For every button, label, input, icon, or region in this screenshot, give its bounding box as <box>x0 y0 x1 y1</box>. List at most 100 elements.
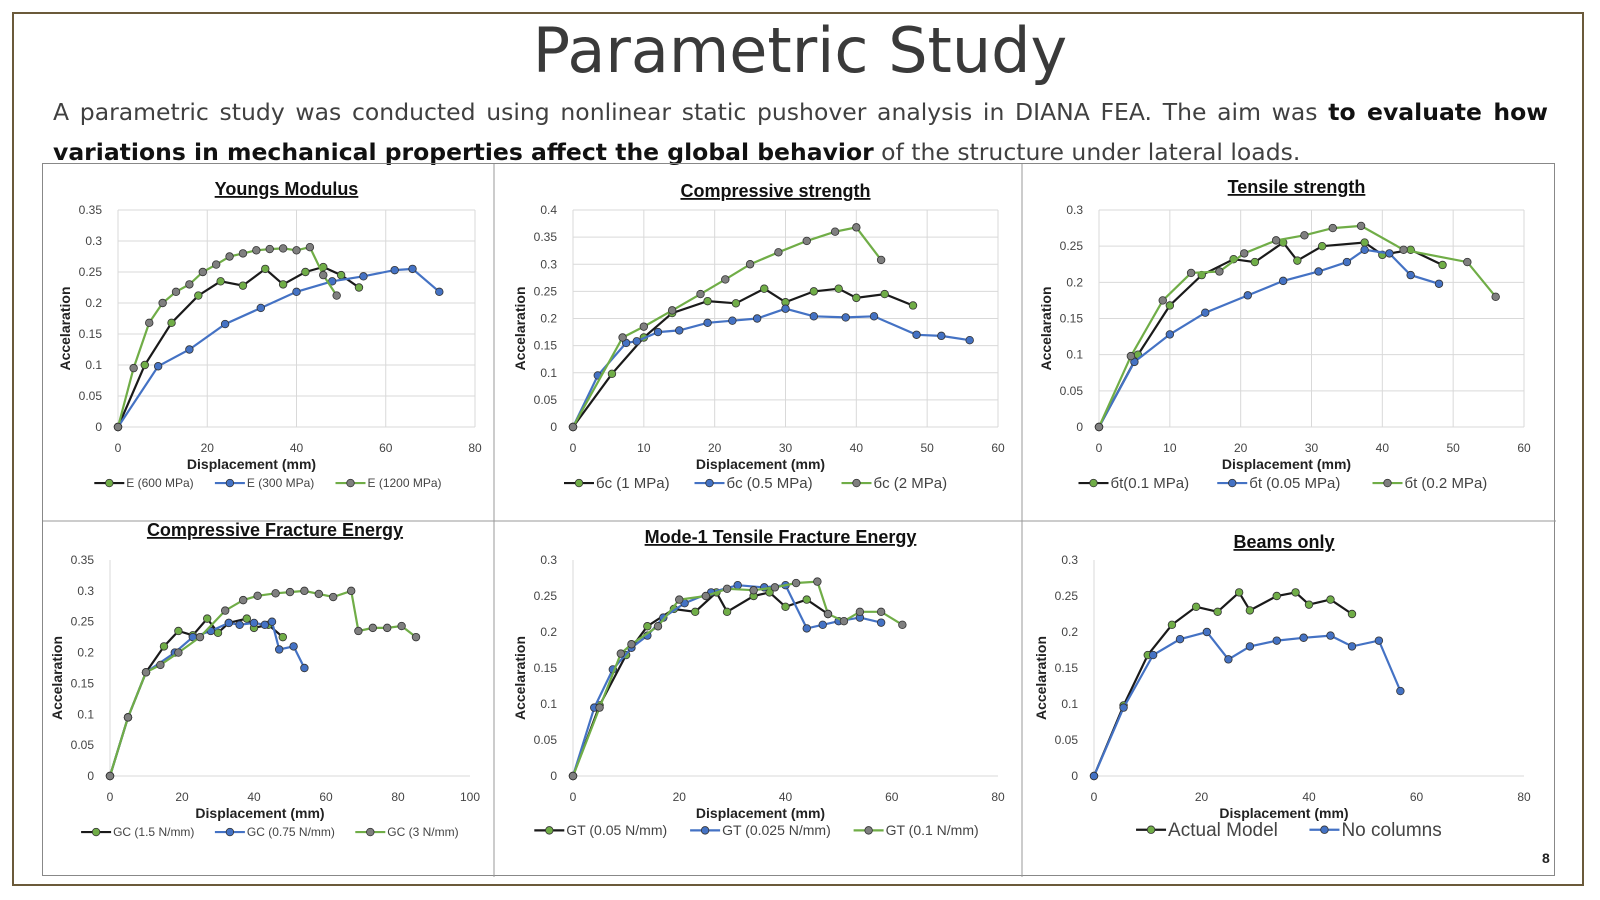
y-tick-label: 0.15 <box>1055 661 1079 675</box>
data-point <box>760 284 769 293</box>
data-point <box>265 244 274 254</box>
y-tick-label: 0.05 <box>534 393 558 407</box>
data-point <box>171 287 181 297</box>
data-point <box>721 275 730 284</box>
data-point <box>813 577 822 586</box>
data-point <box>1213 607 1222 617</box>
legend-marker <box>864 826 873 835</box>
legend-label: GT (0.025 N/mm) <box>722 822 831 838</box>
series-line-1 <box>1098 241 1443 428</box>
x-axis-title: Displacement (mm) <box>195 805 324 821</box>
data-point <box>774 248 783 257</box>
data-point <box>368 623 377 633</box>
y-tick-label: 0.1 <box>85 358 102 372</box>
y-tick-label: 0.2 <box>1066 275 1083 289</box>
data-point <box>627 640 636 649</box>
legend-label: E (300 MPa) <box>247 476 314 490</box>
data-point <box>354 626 363 636</box>
y-axis-title: Accelaration <box>1038 286 1054 370</box>
data-point <box>818 620 827 629</box>
data-point <box>696 289 705 299</box>
data-point <box>722 584 732 593</box>
data-point <box>194 291 203 300</box>
data-point <box>703 318 712 328</box>
data-point <box>292 246 301 255</box>
data-point <box>752 314 762 323</box>
legend-marker <box>700 826 710 835</box>
chart-title: Youngs Modulus <box>215 179 359 199</box>
data-point <box>390 265 399 275</box>
y-tick-label: 0.25 <box>1060 239 1084 253</box>
data-point <box>1406 270 1415 280</box>
data-point <box>802 624 811 633</box>
data-point <box>1201 308 1210 317</box>
data-point <box>1326 595 1335 604</box>
data-point <box>292 287 301 297</box>
y-tick-label: 0.35 <box>79 203 103 217</box>
series-line-3 <box>571 580 903 777</box>
series-line-2 <box>108 620 306 777</box>
y-tick-label: 0.1 <box>540 697 557 711</box>
data-point <box>1202 627 1212 637</box>
data-point <box>616 649 626 658</box>
x-tick-label: 60 <box>1410 790 1424 804</box>
data-point <box>852 293 861 303</box>
slide-title: Parametric Study <box>532 14 1068 87</box>
data-point <box>643 622 652 631</box>
chart-grid <box>42 163 1556 877</box>
data-point <box>336 270 346 280</box>
data-point <box>1399 245 1408 254</box>
y-tick-label: 0.25 <box>534 589 558 603</box>
x-tick-label: 0 <box>570 790 577 804</box>
data-point <box>770 583 780 592</box>
y-tick-label: 0 <box>87 769 94 783</box>
data-point <box>1299 633 1308 642</box>
legend-marker <box>852 478 861 488</box>
data-point <box>1224 655 1233 664</box>
y-tick-label: 0.15 <box>534 339 558 353</box>
data-point <box>876 255 886 265</box>
x-tick-label: 80 <box>1517 790 1531 804</box>
y-tick-label: 0.3 <box>1066 203 1083 217</box>
y-tick-label: 0.3 <box>1061 553 1078 567</box>
x-axis-title: Displacement (mm) <box>187 456 316 472</box>
data-point <box>1356 221 1366 231</box>
series-line-3 <box>108 589 417 777</box>
chart-title: Beams only <box>1233 532 1334 552</box>
data-point <box>1272 636 1281 645</box>
chart-title: Mode-1 Tensile Fracture Energy <box>645 527 917 547</box>
data-point <box>1243 291 1252 300</box>
data-point <box>1347 642 1357 651</box>
chart-3: Tensile strength 0 0.05 0.1 0.15 0.2 0.25 0.3 0 1… <box>1038 177 1531 492</box>
y-tick-label: 0.4 <box>540 203 557 217</box>
data-point <box>301 267 310 277</box>
chart-2: Compressive strength 0 0.05 0.1 0.15 0.2 0.25 0… <box>512 181 1005 492</box>
y-tick-label: 0.1 <box>77 707 94 721</box>
x-tick-label: 80 <box>991 790 1005 804</box>
x-tick-label: 50 <box>920 441 934 455</box>
y-tick-label: 0.25 <box>79 265 103 279</box>
chart-6: Beams only 0 0.05 0.1 0.15 0.2 0.25 0.3 0 20 40 60 8… <box>1033 532 1531 841</box>
data-point <box>855 607 865 617</box>
data-point <box>701 591 711 601</box>
data-point <box>1215 267 1224 276</box>
x-tick-label: 0 <box>115 441 122 455</box>
x-tick-label: 30 <box>779 441 793 455</box>
x-tick-label: 40 <box>779 790 793 804</box>
legend-marker <box>225 827 235 837</box>
legend-marker <box>574 478 584 488</box>
data-point <box>869 312 879 321</box>
x-tick-label: 40 <box>290 441 304 455</box>
data-point <box>211 260 221 269</box>
data-point <box>1328 223 1337 233</box>
data-point <box>607 369 617 379</box>
series-line-3 <box>572 226 882 428</box>
legend-marker <box>705 478 714 488</box>
data-point <box>722 607 732 617</box>
legend-label: бc (1 MPa) <box>596 475 670 492</box>
y-tick-label: 0.15 <box>1060 312 1084 326</box>
legend-label: бc (2 MPa) <box>874 475 948 492</box>
data-point <box>568 422 578 432</box>
data-point <box>834 284 843 293</box>
y-tick-label: 0.2 <box>540 312 557 326</box>
